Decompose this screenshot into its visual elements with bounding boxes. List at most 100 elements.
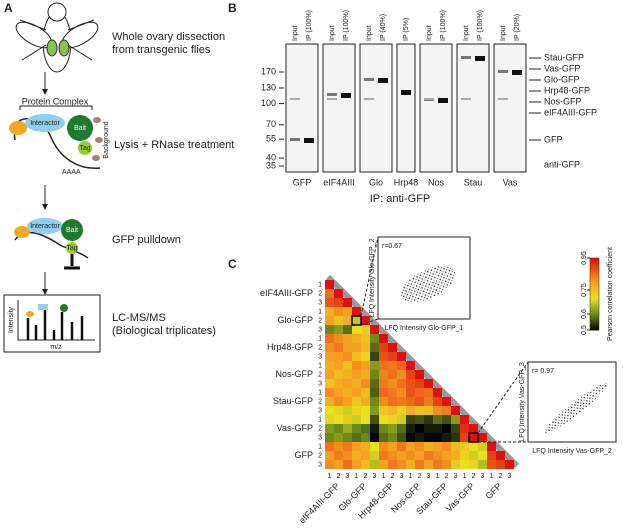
heatmap-cell (442, 424, 451, 433)
colorbar-segment (590, 308, 599, 311)
row-replicate: 1 (318, 443, 322, 450)
colorbar-segment (590, 276, 599, 279)
colorbar-segment (590, 292, 599, 295)
row-replicate: 1 (318, 308, 322, 315)
heatmap-cell (469, 442, 478, 451)
heatmap-cell (334, 370, 343, 379)
heatmap-cell (325, 460, 334, 469)
band-label: Glo-GFP (544, 74, 580, 84)
axis-label: m/z (50, 344, 62, 351)
heatmap-cell (325, 298, 334, 307)
heatmap-cell (388, 343, 397, 352)
panel-label: A (4, 1, 13, 15)
band (424, 98, 434, 100)
mw-label: 70 (266, 119, 276, 129)
heatmap-cell (352, 397, 361, 406)
row-replicate: 3 (318, 407, 322, 414)
colorbar-segment (590, 304, 599, 308)
lane-header: Input (500, 25, 507, 41)
colorbar-label: 0.75 (581, 283, 588, 297)
colorbar-segment (590, 285, 599, 288)
colorbar-segment (590, 277, 599, 281)
heatmap-cell (370, 433, 379, 442)
heatmap-cell (433, 397, 442, 406)
heatmap-cell (334, 442, 343, 451)
heatmap-cell (334, 397, 343, 406)
colorbar-segment (590, 279, 599, 282)
heatmap-cell (424, 460, 433, 469)
band (304, 138, 314, 143)
heatmap-cell (424, 442, 433, 451)
heatmap-cell (505, 460, 514, 469)
heatmap-cell (334, 379, 343, 388)
heatmap-cell (334, 406, 343, 415)
heatmap-cell (397, 397, 406, 406)
heatmap-cell (352, 352, 361, 361)
heatmap-cell (352, 424, 361, 433)
colorbar-segment (590, 283, 599, 286)
diagram-label: Protein Complex (22, 96, 89, 106)
pulldown-diagram: Interactor Bait Tag (14, 218, 89, 270)
heatmap-cell (352, 442, 361, 451)
diagram-label: Bait (74, 125, 86, 132)
step-text: from transgenic flies (112, 44, 211, 56)
col-replicate: 2 (418, 473, 422, 480)
col-replicate: 3 (346, 473, 350, 480)
lane-header: Input (329, 25, 336, 41)
heatmap-cell (379, 343, 388, 352)
col-replicate: 1 (463, 473, 467, 480)
heatmap-cell (352, 406, 361, 415)
dashed-link (360, 236, 379, 317)
heatmap-cell (424, 433, 433, 442)
heatmap-cell (388, 442, 397, 451)
colorbar-segment (590, 328, 599, 331)
band (327, 93, 337, 96)
heatmap-cell (343, 361, 352, 370)
heatmap-cell (478, 451, 487, 460)
colorbar-segment (590, 295, 599, 299)
heatmap-cell (478, 433, 487, 442)
heatmap-cell (442, 442, 451, 451)
col-replicate: 3 (427, 473, 431, 480)
colorbar-frame (589, 257, 600, 331)
heatmap-cell (370, 334, 379, 343)
heatmap-cell (379, 415, 388, 424)
heatmap-cell (334, 352, 343, 361)
band (290, 98, 300, 100)
heatmap-cell (325, 352, 334, 361)
row-replicate: 1 (318, 281, 322, 288)
heatmap-cell (478, 460, 487, 469)
heatmap-cell (370, 460, 379, 469)
heatmap-cell (379, 397, 388, 406)
heatmap-cell (352, 361, 361, 370)
heatmap-cell (352, 370, 361, 379)
heatmap-cell (370, 325, 379, 334)
bait-label: Glo (369, 177, 383, 187)
heatmap-cell (397, 406, 406, 415)
diagram-label: AAAA (62, 169, 81, 176)
heatmap-cell (370, 397, 379, 406)
bait-label: Stau (464, 177, 483, 187)
blot-panel (419, 43, 453, 173)
heatmap-cell (496, 451, 505, 460)
heatmap-cell (487, 460, 496, 469)
col-replicate: 2 (472, 473, 476, 480)
heatmap-cell (325, 316, 334, 325)
colorbar-segment (590, 297, 599, 300)
heatmap-cell (406, 361, 415, 370)
col-replicate: 1 (409, 473, 413, 480)
heatmap-cell (442, 415, 451, 424)
heatmap-cell (343, 460, 352, 469)
heatmap-cell (325, 406, 334, 415)
row-group: Stau-GFP (273, 396, 313, 406)
colorbar-segment (590, 310, 599, 313)
diagram-label: Tag (79, 145, 90, 152)
heatmap-cell (451, 451, 460, 460)
heatmap-cell (325, 280, 334, 289)
row-replicate: 1 (318, 416, 322, 423)
fly-drawing (15, 2, 99, 73)
blot-panel (285, 43, 319, 173)
heatmap-cell (469, 424, 478, 433)
col-replicate: 3 (508, 473, 512, 480)
heatmap-cell (361, 334, 370, 343)
